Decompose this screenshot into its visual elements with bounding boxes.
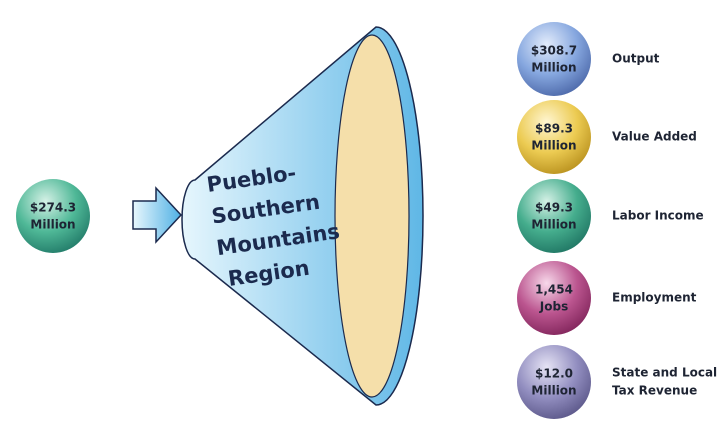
bubble-value: $49.3 [535, 201, 573, 215]
bubble-value: $89.3 [535, 122, 573, 136]
bubble-unit: Million [531, 139, 576, 153]
bubble-value: $274.3 [30, 201, 76, 215]
bubble-value: 1,454 [535, 283, 573, 297]
output-label: Employment [612, 291, 697, 305]
output-label: State and Local [612, 366, 717, 380]
bubble [517, 100, 591, 174]
bubble [517, 22, 591, 96]
bubble-unit: Million [531, 384, 576, 398]
bubble-value: $308.7 [531, 44, 577, 58]
bubble-value: $12.0 [535, 367, 573, 381]
output-label: Tax Revenue [612, 384, 697, 398]
bubble-unit: Million [531, 218, 576, 232]
bubble-unit: Jobs [539, 300, 568, 314]
output-label: Labor Income [612, 209, 704, 223]
funnel-mouth [334, 34, 410, 398]
bubble [517, 345, 591, 419]
bubble-unit: Million [30, 218, 75, 232]
bubble [517, 261, 591, 335]
output-label: Output [612, 52, 660, 66]
bubble [16, 179, 90, 253]
output-label: Value Added [612, 130, 697, 144]
bubble [517, 179, 591, 253]
bubble-unit: Million [531, 61, 576, 75]
arrow [132, 186, 183, 244]
